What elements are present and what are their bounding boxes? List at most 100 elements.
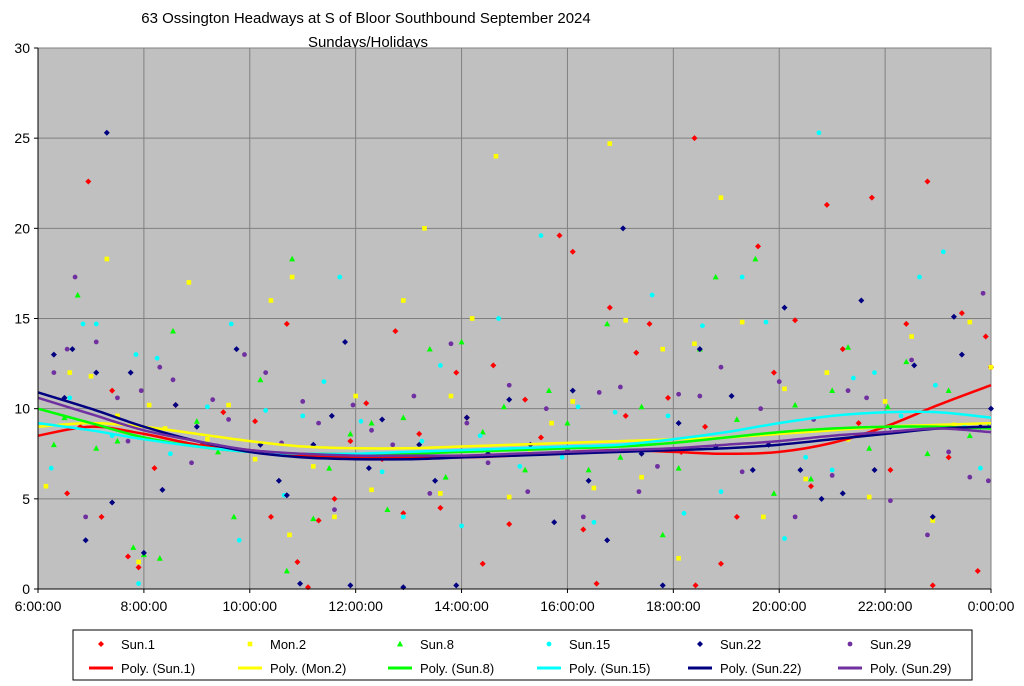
legend-label: Poly. (Sun.15) — [569, 661, 650, 676]
data-point — [283, 320, 290, 327]
data-point — [88, 373, 94, 379]
data-point — [988, 364, 994, 370]
data-point — [400, 510, 407, 517]
data-point — [400, 414, 407, 421]
data-point — [659, 531, 666, 538]
data-point — [326, 464, 333, 471]
data-point — [267, 513, 274, 520]
data-point — [328, 412, 335, 419]
data-point — [392, 328, 399, 335]
data-point — [226, 402, 231, 408]
data-point — [911, 362, 918, 369]
data-point — [82, 537, 89, 544]
data-point — [866, 494, 872, 500]
data-point — [263, 408, 269, 413]
data-point — [776, 379, 782, 385]
data-point — [623, 318, 628, 323]
data-point — [749, 466, 756, 473]
data-point — [829, 472, 835, 478]
data-point — [337, 274, 343, 280]
data-point — [864, 395, 869, 401]
y-tick-label: 25 — [14, 130, 30, 146]
data-point — [636, 489, 642, 495]
data-point — [287, 532, 292, 538]
data-point — [205, 437, 210, 442]
axes: 0 5 10 15 20 25 30 6:00:00 8:00:00 10:00:00 12:00:… — [14, 40, 1014, 614]
data-point — [93, 369, 100, 376]
x-tick-label: 0:00:00 — [968, 598, 1015, 614]
data-point — [437, 362, 443, 368]
x-tick-label: 12:00:00 — [328, 598, 383, 614]
data-point — [125, 438, 131, 444]
data-point — [884, 403, 891, 410]
data-point — [485, 460, 491, 466]
data-point — [807, 483, 814, 490]
data-point — [294, 558, 301, 565]
data-point — [549, 420, 554, 426]
data-point — [569, 248, 576, 255]
data-point — [493, 153, 499, 159]
data-point — [151, 465, 158, 472]
data-point — [159, 486, 166, 493]
data-point — [782, 386, 787, 392]
data-point — [506, 521, 513, 528]
data-point — [930, 518, 936, 523]
data-point — [697, 393, 703, 399]
data-point — [924, 178, 931, 185]
data-point — [855, 420, 862, 427]
legend-box — [72, 629, 973, 681]
data-point — [612, 409, 618, 415]
data-point — [138, 388, 144, 394]
data-point — [506, 494, 512, 500]
data-point — [172, 402, 179, 409]
data-point — [761, 514, 766, 520]
data-point — [728, 393, 735, 400]
data-point — [458, 338, 465, 345]
data-point — [125, 553, 132, 560]
data-point — [321, 379, 327, 385]
data-point — [332, 507, 337, 513]
data-point — [506, 382, 512, 388]
data-point — [268, 298, 274, 303]
data-point — [717, 560, 724, 567]
data-point — [416, 441, 423, 448]
data-point — [755, 243, 762, 250]
data-point — [479, 560, 486, 567]
data-point — [419, 438, 425, 444]
data-point — [845, 344, 852, 350]
legend-label: Poly. (Mon.2) — [270, 661, 346, 676]
data-point — [958, 310, 965, 317]
data-point — [379, 416, 386, 423]
data-point — [448, 341, 454, 347]
data-point — [72, 274, 78, 280]
data-point — [946, 449, 952, 455]
data-point — [803, 454, 809, 460]
data-point — [712, 273, 719, 280]
series-sun-29 — [51, 274, 991, 538]
data-point — [816, 130, 822, 136]
data-point — [675, 420, 682, 427]
data-point — [74, 291, 81, 298]
data-point — [228, 321, 234, 327]
data-point — [193, 423, 200, 430]
data-point — [868, 194, 875, 201]
data-point — [638, 403, 645, 410]
data-point — [230, 513, 237, 520]
data-point — [933, 382, 938, 388]
data-point — [782, 536, 787, 541]
legend-label: Sun.15 — [569, 637, 610, 652]
data-point — [818, 495, 825, 502]
data-point — [93, 445, 100, 451]
data-point — [903, 320, 910, 327]
data-point — [985, 478, 991, 484]
data-point — [807, 475, 814, 482]
data-point — [763, 319, 769, 325]
data-point — [416, 430, 423, 437]
legend-label: Poly. (Sun.22) — [720, 661, 801, 676]
data-point — [400, 514, 406, 520]
data-point — [591, 485, 597, 491]
data-point — [758, 406, 764, 412]
data-point — [702, 423, 709, 430]
data-point — [490, 362, 497, 369]
data-point — [659, 582, 666, 589]
